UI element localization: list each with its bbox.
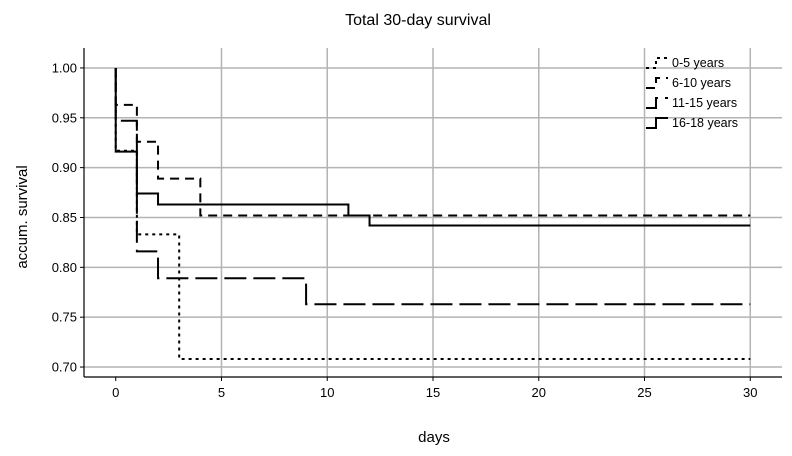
y-tick-label: 0.75 — [52, 310, 77, 325]
legend-label: 11-15 years — [672, 96, 737, 110]
y-axis-label: accum. survival — [14, 165, 31, 268]
x-tick-label: 20 — [532, 385, 546, 400]
y-tick-label: 0.85 — [52, 210, 77, 225]
x-tick-label: 30 — [743, 385, 757, 400]
grid-lines — [84, 48, 782, 377]
legend-symbol — [646, 117, 668, 129]
tick-labels: 0 5 10 15 20 25 30 0.70 0.75 0.80 0.85 0.90 0.95 1.00 — [52, 60, 758, 400]
y-tick-label: 0.70 — [52, 360, 77, 375]
axes — [80, 48, 782, 381]
legend-label: 16-18 years — [672, 116, 738, 130]
x-tick-label: 25 — [637, 385, 651, 400]
series-line — [114, 67, 751, 306]
x-tick-label: 5 — [218, 385, 225, 400]
y-tick-label: 1.00 — [52, 60, 77, 75]
legend-symbol — [646, 97, 668, 109]
legend-label: 0-5 years — [672, 56, 724, 70]
x-tick-label: 10 — [320, 385, 334, 400]
legend-label: 6-10 years — [672, 76, 731, 90]
series-line — [114, 67, 751, 227]
x-tick-label: 0 — [112, 385, 119, 400]
x-axis-label: days — [418, 429, 450, 446]
y-tick-label: 0.80 — [52, 260, 77, 275]
chart-title: Total 30-day survival — [345, 12, 491, 29]
x-tick-label: 15 — [426, 385, 440, 400]
y-tick-label: 0.95 — [52, 110, 77, 125]
legend: 0-5 years 6-10 years 11-15 years 16-18 year… — [646, 56, 738, 130]
y-tick-label: 0.90 — [52, 160, 77, 175]
legend-symbol — [646, 57, 668, 69]
legend-symbol — [646, 77, 668, 89]
series-lines — [114, 67, 751, 361]
